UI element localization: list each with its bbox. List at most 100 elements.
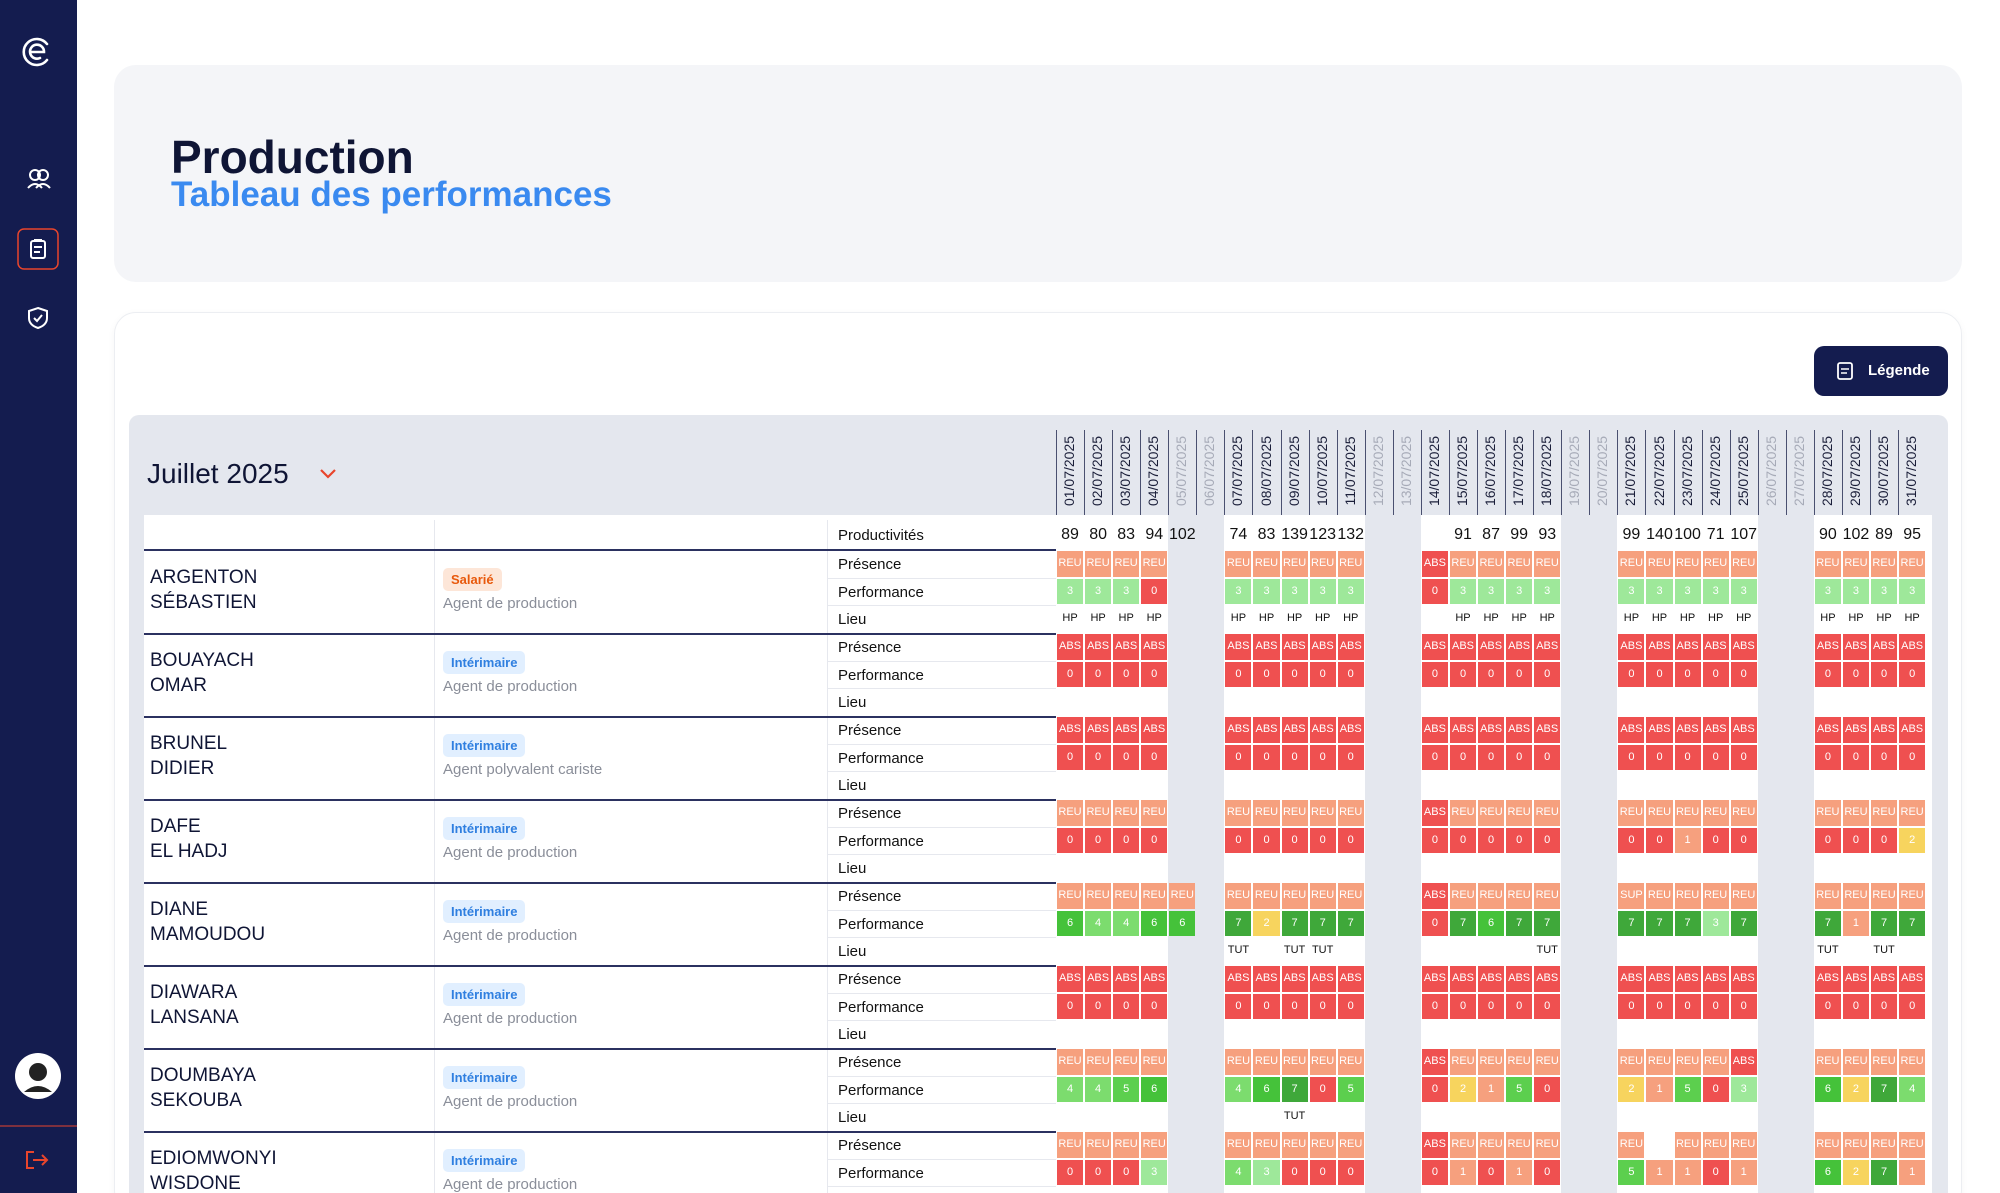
performance-cell: 0 <box>1646 827 1673 853</box>
lieu-cell: TUT <box>1817 944 1839 956</box>
lieu-cell: HP <box>1679 612 1696 624</box>
weekend-column <box>1589 515 1618 1193</box>
performance-cell: 0 <box>1449 744 1477 770</box>
presence-cell: ABS <box>1421 634 1448 660</box>
performance-cell: 3 <box>1871 578 1898 604</box>
presence-cell: ABS <box>1534 966 1561 992</box>
shield-icon[interactable] <box>28 306 48 330</box>
presence-cell: REU <box>1534 551 1561 577</box>
performance-cell: 0 <box>1871 661 1898 687</box>
presence-cell: ABS <box>1814 966 1841 992</box>
performance-cell: 2 <box>1842 1159 1870 1185</box>
lieu-cell: HP <box>1539 612 1555 624</box>
productivity: 89 <box>1875 526 1893 543</box>
performance-cell: 0 <box>1702 661 1729 687</box>
legend-button[interactable]: Légende <box>1814 346 1948 396</box>
date-separator <box>1056 430 1057 515</box>
date-label: 18/07/2025 <box>1538 435 1555 507</box>
row-label: Présence <box>838 1054 902 1071</box>
presence-cell: REU <box>1646 883 1673 909</box>
performance-cell: 0 <box>1871 827 1898 853</box>
presence-cell: REU <box>1478 1132 1505 1158</box>
productivity: 99 <box>1510 526 1529 543</box>
sub-row-line <box>827 660 1056 662</box>
presence-cell: REU <box>1842 883 1870 909</box>
date-separator <box>1140 430 1142 515</box>
employee-last-name: DOUMBAYA <box>150 1065 256 1086</box>
productivity: 71 <box>1706 526 1725 543</box>
performance-cell: 3 <box>1899 578 1926 604</box>
productivity: 89 <box>1061 526 1079 543</box>
presence-cell: REU <box>1309 1049 1336 1075</box>
performance-cell: 0 <box>1309 661 1336 687</box>
sidebar-icons <box>0 37 77 1169</box>
presence-cell: REU <box>1534 800 1561 826</box>
row-line <box>144 1131 1056 1133</box>
performance-cell: 0 <box>1814 744 1841 770</box>
performance-cell: 3 <box>1225 578 1252 604</box>
presence-cell: ABS <box>1225 717 1252 743</box>
presence-cell: REU <box>1730 551 1757 577</box>
employee-first-name: WISDONE <box>150 1173 241 1193</box>
active-nav[interactable] <box>17 228 59 270</box>
performance-cell: 7 <box>1618 910 1645 936</box>
presence-cell: REU <box>1225 800 1252 826</box>
presence-cell: REU <box>1225 1132 1252 1158</box>
lieu-cell: HP <box>1455 612 1471 624</box>
date-label: 24/07/2025 <box>1706 435 1723 507</box>
employee-first-name: OMAR <box>150 675 207 696</box>
productivity: 93 <box>1538 526 1557 543</box>
col-line <box>434 520 435 1193</box>
performance-cell: 3 <box>1337 578 1364 604</box>
performance-cell: 5 <box>1113 1076 1140 1102</box>
presence-cell: ABS <box>1337 634 1364 660</box>
lieu-cell: HP <box>1511 612 1527 624</box>
performance-cell: 0 <box>1618 661 1645 687</box>
performance-cell: 1 <box>1842 910 1870 936</box>
date-label: 20/07/2025 <box>1594 435 1611 507</box>
performance-cell: 0 <box>1421 993 1448 1019</box>
presence-cell: REU <box>1113 1132 1140 1158</box>
performance-cell: 0 <box>1309 993 1336 1019</box>
performance-cell: 3 <box>1309 578 1336 604</box>
presence-cell: REU <box>1814 551 1841 577</box>
performance-cell: 0 <box>1225 827 1252 853</box>
presence-cell: REU <box>1871 1049 1898 1075</box>
row-label: Présence <box>838 1137 902 1154</box>
weekend-column <box>1785 515 1814 1193</box>
sub-row-line <box>827 771 1056 772</box>
users-icon[interactable] <box>27 169 51 189</box>
presence-cell: ABS <box>1899 634 1926 660</box>
col-line <box>827 520 828 1193</box>
row-line <box>144 716 1056 718</box>
row-label: Lieu <box>838 1109 867 1126</box>
date-separator <box>1870 430 1872 515</box>
logout-icon[interactable] <box>26 1151 49 1169</box>
presence-cell: REU <box>1730 1132 1757 1158</box>
performance-cell: 0 <box>1113 1159 1140 1185</box>
row-label: Performance <box>838 1164 924 1182</box>
performance-cell: 0 <box>1449 661 1477 687</box>
presence-cell: ABS <box>1309 634 1336 660</box>
presence-cell: ABS <box>1534 717 1561 743</box>
presence-cell: REU <box>1618 1049 1645 1075</box>
month-label[interactable]: Juillet 2025 <box>147 458 289 489</box>
month-chevron[interactable] <box>318 467 338 481</box>
date-label: 06/07/2025 <box>1201 435 1218 507</box>
presence-cell: REU <box>1618 1132 1645 1158</box>
presence-cell: REU <box>1085 1132 1112 1158</box>
sub-row-line <box>827 909 1056 911</box>
performance-cell: 0 <box>1281 661 1308 687</box>
performance-cell: 3 <box>1814 578 1841 604</box>
presence-cell: REU <box>1449 883 1477 909</box>
sub-row-line <box>827 1158 1056 1160</box>
sub-row-line <box>827 1020 1056 1021</box>
performance-cell: 0 <box>1702 1076 1729 1102</box>
contract-badge: Intérimaire <box>443 1066 526 1089</box>
role: Agent de production <box>443 678 578 695</box>
row-label: Lieu <box>838 1026 867 1043</box>
presence-cell: ABS <box>1449 634 1477 660</box>
presence-cell: ABS <box>1225 966 1252 992</box>
weekend-column <box>1561 515 1590 1193</box>
presence-cell: REU <box>1899 1049 1926 1075</box>
